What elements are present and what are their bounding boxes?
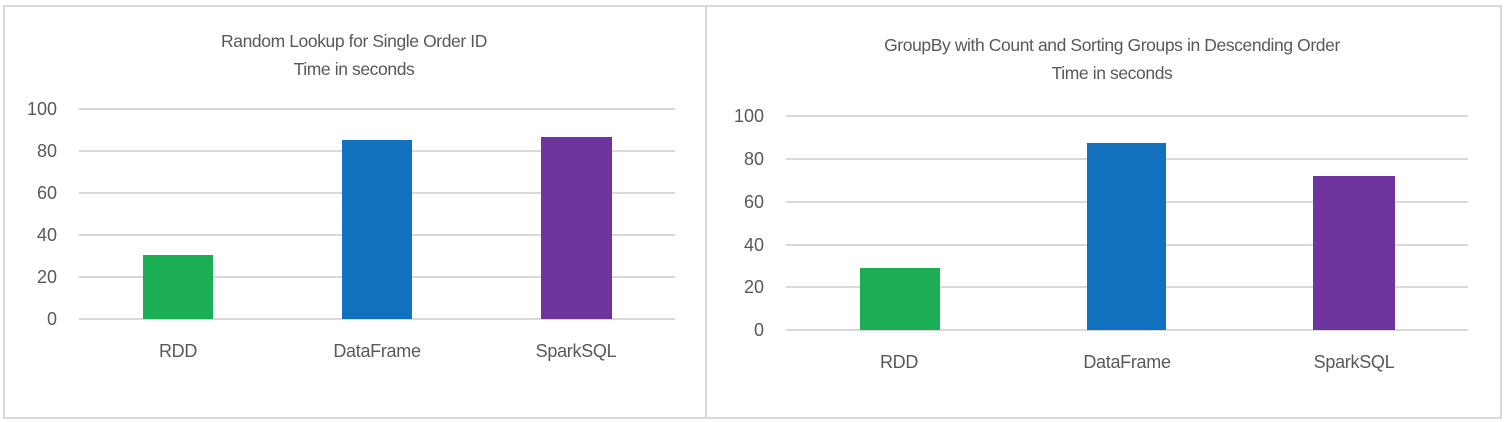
x-tick-label-sparksql: SparkSQL (1313, 352, 1395, 372)
y-tick-label: 40 (36, 225, 57, 245)
bar-dataframe (1087, 143, 1166, 330)
bar-sparksql (1313, 176, 1395, 330)
chart-title-main: Random Lookup for Single Order ID (221, 31, 487, 51)
gridline-0 (79, 318, 675, 320)
y-tick-label: 0 (753, 320, 764, 340)
chart-title: Random Lookup for Single Order ID Time i… (54, 27, 654, 83)
chart-subtitle: Time in seconds (1051, 63, 1173, 83)
gridline-100 (786, 115, 1468, 117)
x-tick-label-dataframe: DataFrame (1083, 352, 1171, 372)
y-tick-label: 80 (36, 141, 57, 161)
bar-rdd (860, 268, 940, 330)
x-tick-label-rdd: RDD (879, 352, 919, 372)
x-tick-label-rdd: RDD (158, 341, 198, 361)
y-tick-label: 100 (733, 106, 764, 126)
bar-dataframe (342, 140, 412, 319)
y-tick-label: 20 (743, 277, 764, 297)
bar-sparksql (541, 137, 612, 319)
gridline-0 (786, 329, 1468, 331)
x-tick-label-sparksql: SparkSQL (535, 341, 617, 361)
y-tick-label: 100 (26, 99, 57, 119)
y-tick-label: 60 (743, 192, 764, 212)
y-tick-label: 0 (46, 309, 57, 329)
chart-title: GroupBy with Count and Sorting Groups in… (762, 31, 1462, 87)
y-tick-label: 80 (743, 149, 764, 169)
chart-subtitle: Time in seconds (293, 59, 415, 79)
y-tick-label: 60 (36, 183, 57, 203)
gridline-100 (79, 108, 675, 110)
chart-title-main: GroupBy with Count and Sorting Groups in… (884, 35, 1340, 55)
y-tick-label: 40 (743, 235, 764, 255)
bar-rdd (143, 255, 213, 319)
y-tick-label: 20 (36, 267, 57, 287)
x-tick-label-dataframe: DataFrame (333, 341, 421, 361)
